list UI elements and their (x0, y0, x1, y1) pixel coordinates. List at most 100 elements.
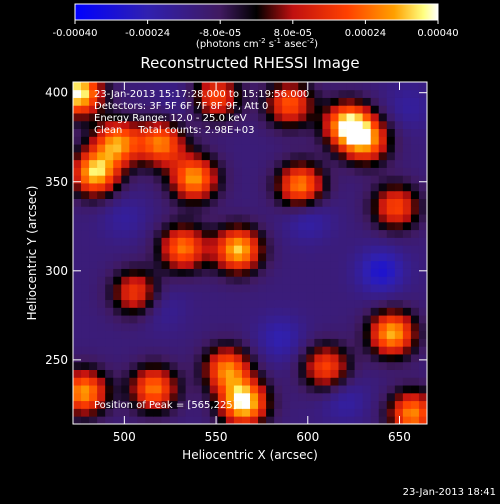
heatmap-cell (306, 268, 315, 277)
heatmap-cell (121, 276, 130, 285)
heatmap-cell (73, 276, 82, 285)
heatmap-cell (217, 136, 227, 145)
heatmap-cell (338, 330, 347, 339)
heatmap-cell (209, 291, 219, 301)
heatmap-cell (370, 377, 380, 386)
heatmap-cell (217, 221, 227, 231)
heatmap-cell (169, 338, 178, 347)
heatmap-cell (250, 361, 259, 370)
heatmap-cell (185, 346, 195, 355)
heatmap-cell (153, 151, 162, 161)
heatmap-cell (290, 214, 299, 223)
heatmap-cell (137, 322, 146, 332)
heatmap-cell (217, 82, 227, 91)
heatmap-cell (169, 82, 178, 91)
heatmap-cell (177, 408, 187, 417)
heatmap-cell (394, 128, 404, 137)
heatmap-cell (298, 190, 307, 199)
heatmap-cell (145, 385, 154, 394)
heatmap-cell (298, 416, 307, 424)
heatmap-cell (241, 354, 251, 363)
heatmap-cell (362, 221, 372, 231)
heatmap-cell (354, 330, 364, 339)
heatmap-cell (145, 151, 154, 161)
heatmap-cell (306, 315, 315, 324)
heatmap-cell (161, 206, 170, 215)
heatmap-cell (153, 299, 162, 308)
heatmap-cell (105, 260, 114, 269)
heatmap-cell (298, 183, 307, 192)
heatmap-cell (394, 315, 404, 324)
heatmap-cell (161, 175, 170, 184)
heatmap-cell (338, 260, 347, 269)
colorbar-label-main: (photons cm (196, 39, 259, 50)
heatmap-cell (233, 82, 243, 91)
heatmap-cell (129, 268, 138, 277)
colorbar-label-exp3: -2 (307, 37, 314, 45)
heatmap-cell (354, 253, 364, 262)
heatmap-cell (153, 400, 162, 409)
heatmap-cell (418, 330, 427, 339)
heatmap-cell (282, 237, 291, 246)
heatmap-cell (306, 369, 315, 378)
heatmap-cell (129, 299, 138, 308)
heatmap-cell (274, 183, 283, 192)
heatmap-cell (97, 198, 106, 207)
heatmap-cell (402, 299, 412, 308)
heatmap-cell (225, 198, 235, 207)
heatmap-cell (73, 82, 82, 91)
heatmap-cell (386, 377, 396, 386)
heatmap-cell (209, 128, 219, 137)
heatmap-cell (258, 268, 267, 277)
heatmap-cell (129, 284, 138, 293)
heatmap-cell (338, 167, 347, 176)
heatmap-cell (217, 120, 227, 130)
heatmap-cell (129, 198, 138, 207)
heatmap-cell (169, 198, 178, 207)
heatmap-cell (282, 221, 291, 231)
heatmap-cell (241, 322, 251, 332)
heatmap-cell (201, 361, 211, 370)
heatmap-cell (386, 183, 396, 192)
heatmap-cell (346, 144, 355, 153)
heatmap-cell (378, 322, 388, 332)
heatmap-cell (121, 346, 130, 355)
heatmap-cell (330, 400, 339, 409)
heatmap-cell (105, 89, 114, 98)
heatmap-cell (266, 408, 275, 417)
heatmap-cell (258, 221, 267, 231)
heatmap-cell (338, 144, 347, 153)
heatmap-cell (402, 151, 412, 161)
heatmap-cell (386, 89, 396, 98)
heatmap-cell (410, 221, 420, 231)
heatmap-cell (201, 144, 211, 153)
heatmap-cell (209, 408, 219, 417)
heatmap-cell (153, 229, 162, 238)
heatmap-cell (410, 120, 420, 130)
heatmap-cell (193, 175, 203, 184)
heatmap-cell (386, 276, 396, 285)
heatmap-cell (201, 175, 211, 184)
heatmap-cell (370, 400, 380, 409)
heatmap-cell (338, 159, 347, 168)
heatmap-cell (73, 113, 82, 122)
heatmap-cell (169, 229, 178, 238)
heatmap-cell (354, 392, 364, 402)
heatmap-cell (129, 377, 138, 386)
heatmap-cell (129, 400, 138, 409)
heatmap-cell (394, 346, 404, 355)
heatmap-cell (217, 307, 227, 316)
heatmap-cell (250, 291, 259, 301)
heatmap-cell (258, 385, 267, 394)
heatmap-cell (121, 167, 130, 176)
heatmap-cell (298, 346, 307, 355)
heatmap-cell (153, 190, 162, 199)
heatmap-cell (370, 198, 380, 207)
heatmap-cell (233, 346, 243, 355)
heatmap-cell (298, 105, 307, 114)
heatmap-cell (209, 276, 219, 285)
heatmap-cell (314, 183, 323, 192)
heatmap-cell (250, 268, 259, 277)
heatmap-cell (89, 221, 98, 231)
heatmap-cell (258, 206, 267, 215)
